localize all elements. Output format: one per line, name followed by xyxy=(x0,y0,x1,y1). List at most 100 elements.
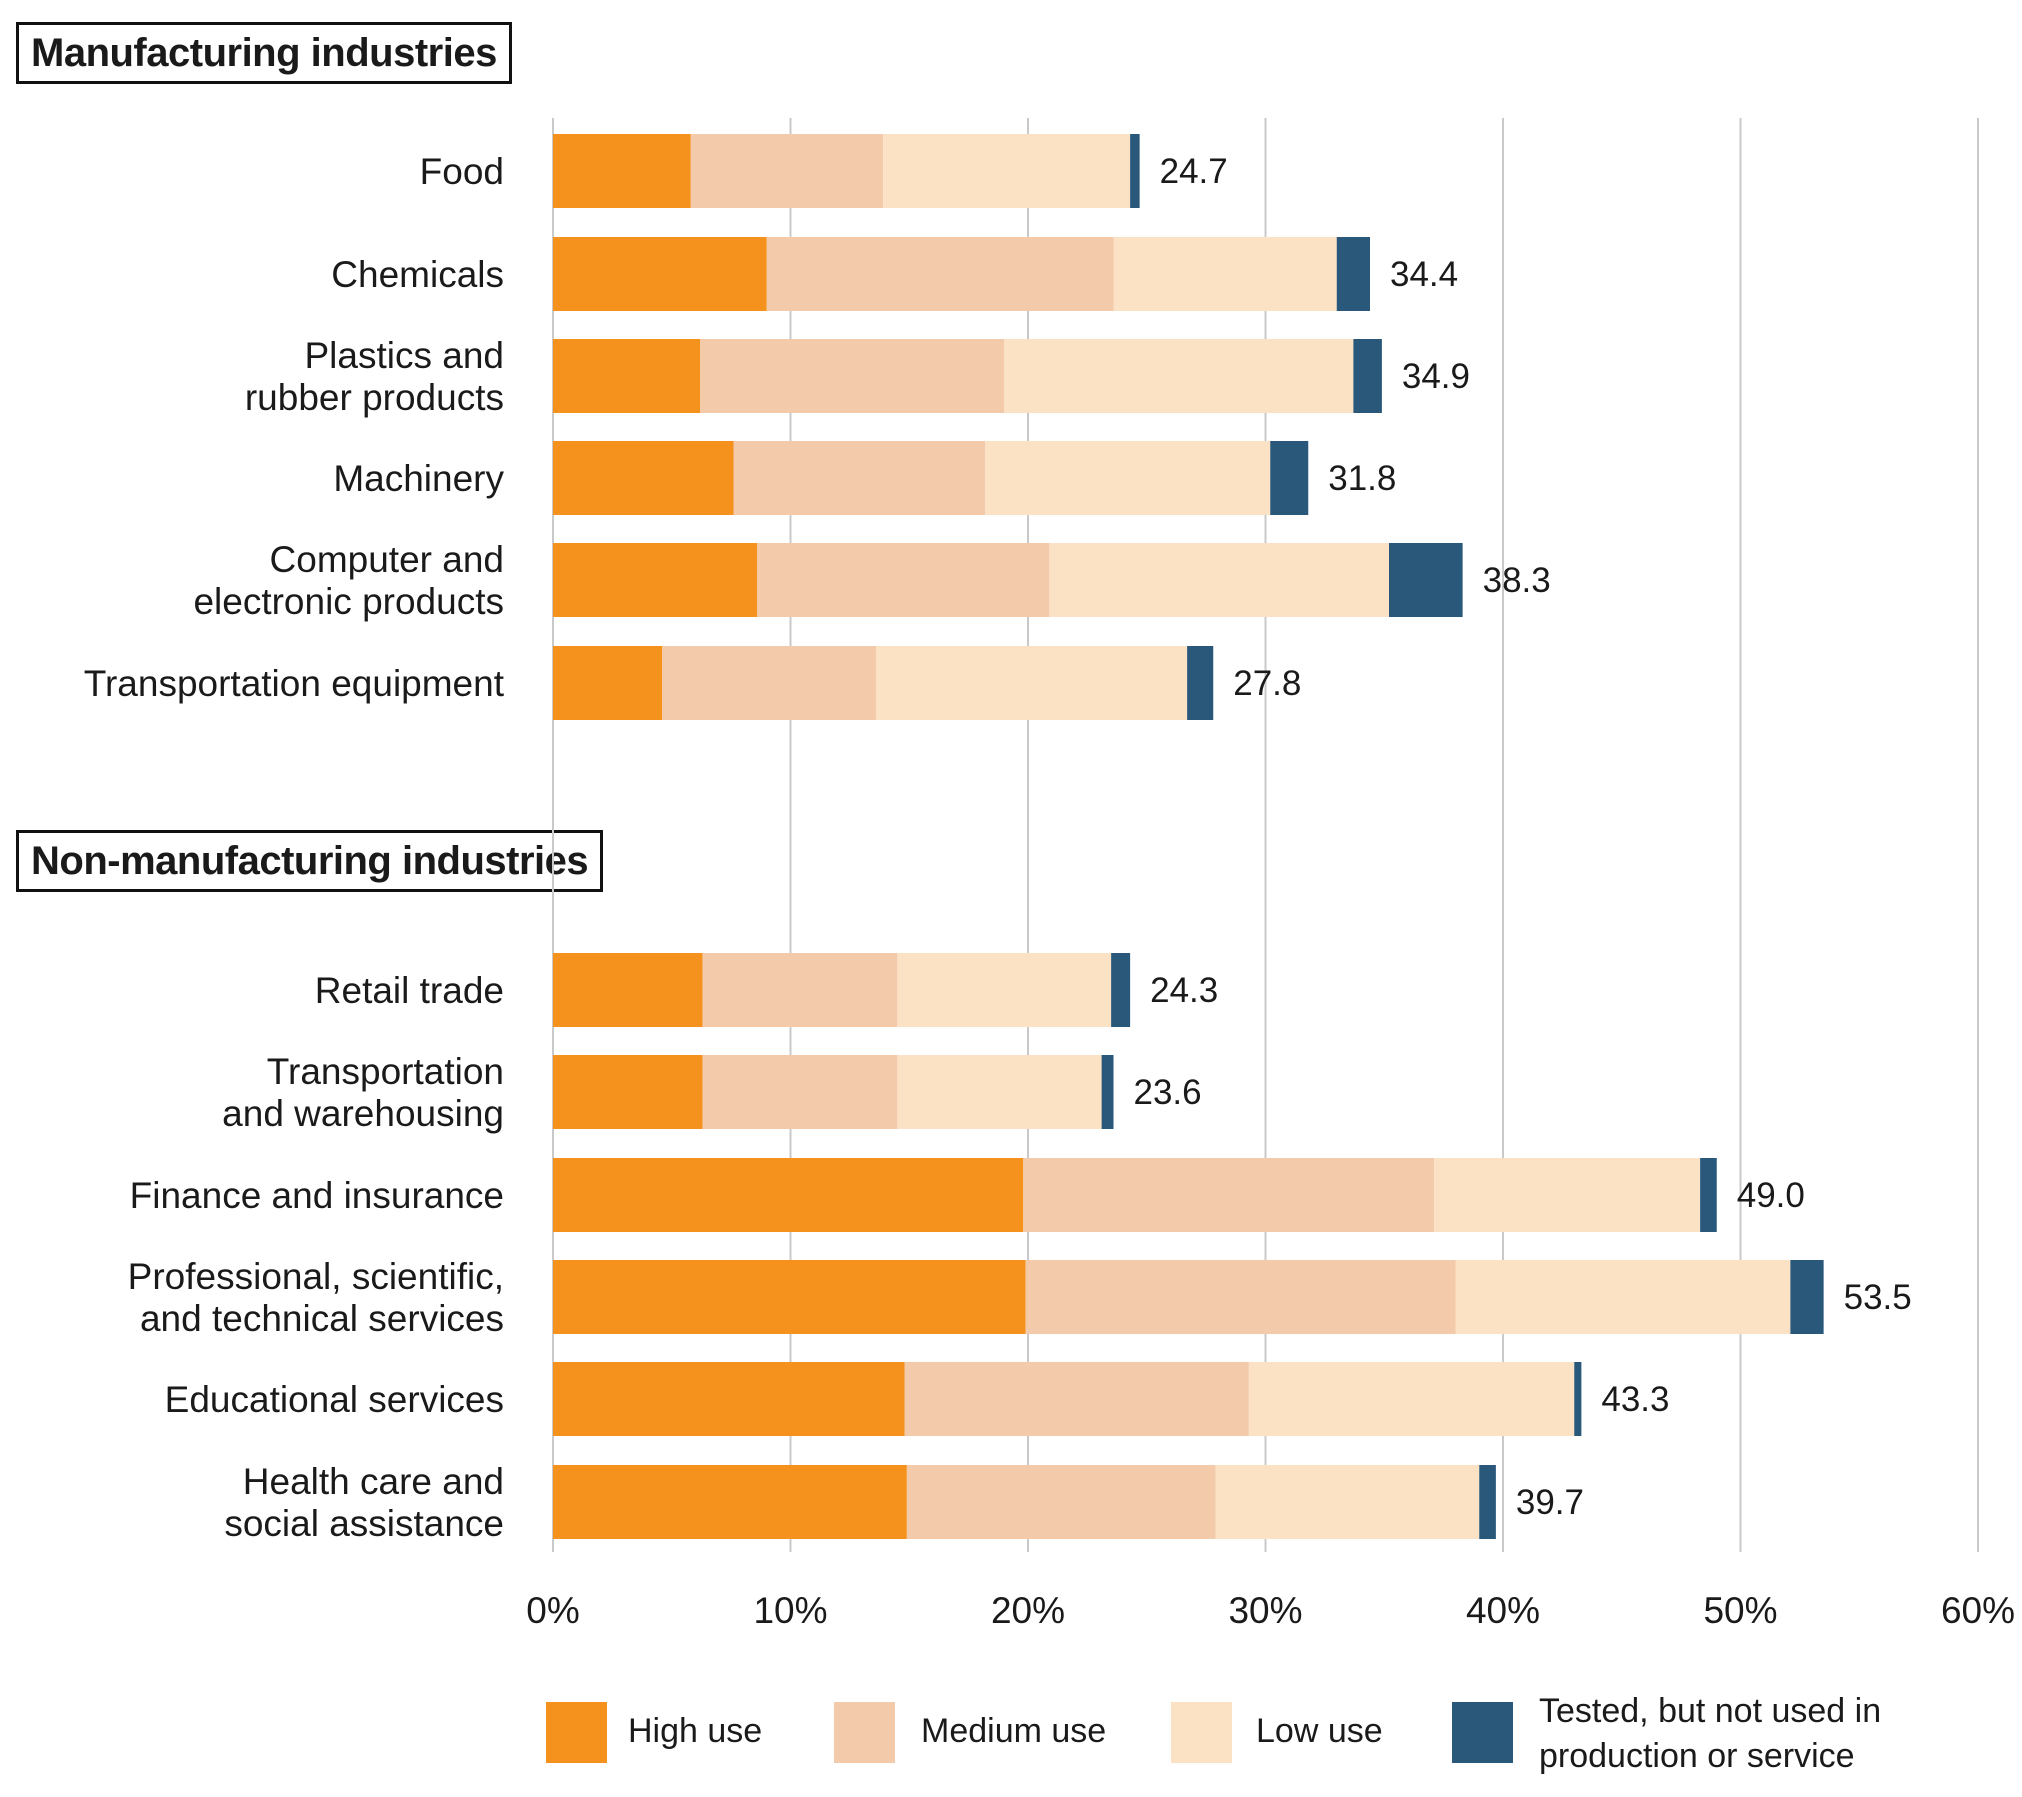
bar-segment-medium-use xyxy=(1025,1260,1456,1334)
bar-segment-high-use xyxy=(553,646,663,720)
bar-segment-medium-use xyxy=(702,1055,898,1129)
legend-swatch xyxy=(1171,1702,1232,1763)
bar-segment-medium-use xyxy=(702,953,898,1027)
bar-total-label: 38.3 xyxy=(1483,561,1551,600)
bar-segment-tested xyxy=(1101,1055,1114,1129)
bar-segment-tested xyxy=(1700,1158,1717,1232)
bar-segment-medium-use xyxy=(662,646,876,720)
x-tick-label: 0% xyxy=(526,1590,579,1631)
bar-segment-tested xyxy=(1389,543,1463,617)
x-tick-label: 20% xyxy=(991,1590,1065,1631)
legend-swatch xyxy=(546,1702,607,1763)
bar-segment-tested xyxy=(1574,1362,1582,1436)
bar-segment-medium-use xyxy=(766,237,1114,311)
legend-label: Low use xyxy=(1256,1712,1383,1750)
bar-segment-low-use xyxy=(1113,237,1337,311)
bar-segment-high-use xyxy=(553,441,734,515)
category-label: Retail trade xyxy=(315,970,504,1011)
category-label: Health care and xyxy=(243,1461,504,1502)
bar-total-label: 53.5 xyxy=(1844,1278,1912,1317)
bar-total-label: 34.9 xyxy=(1402,357,1470,396)
category-label: electronic products xyxy=(193,581,504,622)
legend: High use Medium use Low use Tested, but not… xyxy=(546,1692,1881,1775)
bar-segment-low-use xyxy=(1434,1158,1701,1232)
x-tick-label: 10% xyxy=(753,1590,827,1631)
bar-segment-tested xyxy=(1353,339,1382,413)
bar-segment-high-use xyxy=(553,543,758,617)
x-tick-label: 50% xyxy=(1703,1590,1777,1631)
bar-segment-tested xyxy=(1130,134,1140,208)
x-tick-label: 60% xyxy=(1941,1590,2015,1631)
legend-swatch xyxy=(834,1702,895,1763)
bar-segment-tested xyxy=(1790,1260,1824,1334)
grid-lines xyxy=(552,118,1979,1552)
bar-segment-low-use xyxy=(897,953,1112,1027)
bar-segment-medium-use xyxy=(690,134,884,208)
bar-total-label: 34.4 xyxy=(1390,255,1458,294)
bar-segment-medium-use xyxy=(733,441,986,515)
category-label: Professional, scientific, xyxy=(128,1256,504,1297)
category-label: Computer and xyxy=(270,539,504,580)
bar-segment-tested xyxy=(1187,646,1214,720)
bar-segment-high-use xyxy=(553,339,701,413)
bar-total-label: 27.8 xyxy=(1233,664,1301,703)
x-tick-label: 30% xyxy=(1228,1590,1302,1631)
category-labels: 24.7 Food 34.4 Chemicals 34.9 Plastics andrub… xyxy=(84,151,1912,1544)
bar-segment-tested xyxy=(1270,441,1309,515)
category-label: rubber products xyxy=(245,377,504,418)
bar-segment-medium-use xyxy=(757,543,1050,617)
category-label: Finance and insurance xyxy=(130,1175,504,1216)
bar-segment-high-use xyxy=(553,1158,1024,1232)
category-label: Food xyxy=(420,151,504,192)
bar-segment-medium-use xyxy=(1023,1158,1435,1232)
legend-label: Tested, but not used in xyxy=(1539,1692,1881,1730)
bar-segment-high-use xyxy=(553,1362,905,1436)
legend-label: production or service xyxy=(1539,1737,1855,1775)
bar-segment-low-use xyxy=(1248,1362,1575,1436)
bar-segment-high-use xyxy=(553,1465,907,1539)
category-label: and warehousing xyxy=(222,1093,504,1134)
bar-segment-tested xyxy=(1479,1465,1496,1539)
bar-total-label: 39.7 xyxy=(1516,1483,1584,1522)
bar-segment-medium-use xyxy=(700,339,1005,413)
category-label: Transportation xyxy=(267,1051,504,1092)
x-tick-label: 40% xyxy=(1466,1590,1540,1631)
x-axis-ticks: 0% 10% 20% 30% 40% 50% 60% xyxy=(526,1590,2015,1631)
bar-segment-high-use xyxy=(553,1260,1026,1334)
bar-segment-high-use xyxy=(553,237,767,311)
bar-segment-tested xyxy=(1336,237,1370,311)
bar-segment-low-use xyxy=(883,134,1131,208)
category-label: Transportation equipment xyxy=(84,663,505,704)
legend-swatch xyxy=(1452,1702,1513,1763)
bar-total-label: 49.0 xyxy=(1737,1176,1805,1215)
bar-total-label: 24.7 xyxy=(1160,152,1228,191)
bar-segment-low-use xyxy=(985,441,1271,515)
bar-segment-low-use xyxy=(1455,1260,1791,1334)
category-label: Plastics and xyxy=(305,335,505,376)
category-label: Chemicals xyxy=(331,254,504,295)
bar-total-label: 24.3 xyxy=(1150,971,1218,1010)
bar-segment-low-use xyxy=(876,646,1188,720)
category-label: and technical services xyxy=(140,1298,504,1339)
bar-total-label: 23.6 xyxy=(1134,1073,1202,1112)
bar-segment-low-use xyxy=(1049,543,1389,617)
section-title-manufacturing: Manufacturing industries xyxy=(16,22,512,84)
legend-label: High use xyxy=(628,1712,762,1750)
bar-segment-high-use xyxy=(553,953,703,1027)
bar-segment-medium-use xyxy=(904,1362,1249,1436)
bar-segment-tested xyxy=(1111,953,1131,1027)
category-label: Educational services xyxy=(165,1379,504,1420)
bar-segment-medium-use xyxy=(906,1465,1216,1539)
bar-segment-low-use xyxy=(897,1055,1102,1129)
category-label: Machinery xyxy=(333,458,504,499)
bar-segment-low-use xyxy=(1004,339,1354,413)
bar-total-label: 31.8 xyxy=(1328,459,1396,498)
bar-segment-high-use xyxy=(553,1055,703,1129)
section-title-non-manufacturing: Non-manufacturing industries xyxy=(16,830,604,892)
bar-segment-high-use xyxy=(553,134,691,208)
bars xyxy=(553,134,1824,1539)
legend-label: Medium use xyxy=(921,1712,1106,1750)
bar-total-label: 43.3 xyxy=(1601,1380,1669,1419)
category-label: social assistance xyxy=(224,1503,504,1544)
